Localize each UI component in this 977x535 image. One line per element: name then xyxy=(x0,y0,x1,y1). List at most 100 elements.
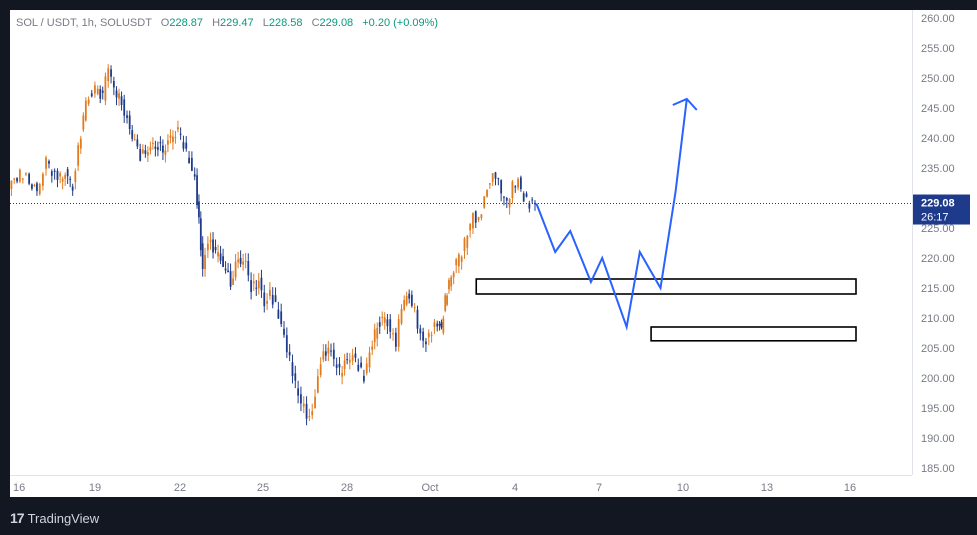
open-label: O xyxy=(160,17,170,29)
candle-body xyxy=(257,280,260,289)
time-tick-label: 19 xyxy=(89,482,101,494)
candle-body xyxy=(514,186,517,188)
candle-body xyxy=(405,296,408,305)
time-axis-labels: 16 19 22 25 28 Oct 4 7 10 13 16 xyxy=(13,482,856,494)
candle-body xyxy=(525,193,528,197)
candle-body xyxy=(483,196,486,208)
candle-body xyxy=(126,115,128,118)
candle-body xyxy=(234,261,237,278)
time-tick-label: 22 xyxy=(174,482,186,494)
candle-body xyxy=(491,173,494,182)
candle-body xyxy=(227,270,229,273)
candle-body xyxy=(250,280,253,292)
time-tick-label: 10 xyxy=(677,482,689,494)
time-axis[interactable]: 16 19 22 25 28 Oct 4 7 10 13 16 xyxy=(10,475,912,498)
candle-body xyxy=(511,181,514,199)
candle-body xyxy=(33,185,36,187)
candle-body xyxy=(204,254,206,270)
candle-body xyxy=(469,224,472,231)
price-tick-label: 205.00 xyxy=(921,343,955,355)
open-value: 228.87 xyxy=(169,17,203,29)
candle-body xyxy=(162,145,164,153)
candle-body xyxy=(300,394,302,404)
candle-body xyxy=(386,319,389,327)
candle-body xyxy=(531,199,534,201)
candle-body xyxy=(179,133,182,135)
candle-body xyxy=(96,88,99,95)
projection-path xyxy=(535,98,688,331)
price-tick-label: 190.00 xyxy=(921,433,955,445)
candle-body xyxy=(277,309,280,319)
axis-corner xyxy=(912,475,977,497)
candle-body xyxy=(13,178,16,180)
candle-body xyxy=(141,149,144,154)
price-tick-label: 245.00 xyxy=(921,103,955,115)
candle-body xyxy=(457,254,460,267)
price-axis[interactable]: 185.00 190.00 195.00 200.00 205.00 210.00 215.… xyxy=(912,10,977,475)
candle-body xyxy=(71,186,74,191)
candle-body xyxy=(53,170,56,172)
candle-body xyxy=(332,349,335,360)
candle-body xyxy=(101,90,104,93)
candle-body xyxy=(199,218,202,251)
candle-body xyxy=(25,173,27,175)
candle-body xyxy=(440,322,443,328)
candle-body xyxy=(322,351,325,360)
candle-body xyxy=(403,300,406,310)
tradingview-logo-icon: 17 xyxy=(10,510,25,526)
candle-body xyxy=(371,346,374,350)
candle-body xyxy=(327,347,330,354)
candle-body xyxy=(430,334,433,336)
candle-body xyxy=(477,217,480,220)
candle-body xyxy=(444,295,447,311)
candle-body xyxy=(69,178,72,180)
countdown-timer: 26:17 xyxy=(921,212,949,224)
candle-body xyxy=(466,235,469,248)
candle-body xyxy=(110,69,112,77)
candle-body xyxy=(247,261,250,276)
candle-body xyxy=(446,295,448,305)
price-axis-labels: 185.00 190.00 195.00 200.00 205.00 210.00 215.… xyxy=(913,13,970,475)
tradingview-branding[interactable]: 17 TradingView xyxy=(10,510,99,526)
candle-body xyxy=(302,403,305,407)
candle-body xyxy=(198,201,200,218)
chart-panel[interactable] xyxy=(10,10,912,475)
time-tick-label: 25 xyxy=(257,482,269,494)
price-tick-label: 235.00 xyxy=(921,163,955,175)
candle-body xyxy=(16,178,18,182)
candle-body xyxy=(87,99,90,104)
candle-body xyxy=(74,171,77,183)
candle-body xyxy=(463,238,466,252)
candle-body xyxy=(133,139,136,141)
candle-body xyxy=(77,145,80,166)
candle-body xyxy=(164,150,167,155)
brand-name: TradingView xyxy=(27,510,100,526)
candle-body xyxy=(343,360,346,369)
candle-body xyxy=(151,142,154,144)
candle-body xyxy=(107,68,110,82)
candle-body xyxy=(354,353,357,358)
candle-body xyxy=(448,279,450,290)
price-tick-label: 225.00 xyxy=(921,223,955,235)
candle-body xyxy=(79,138,82,149)
price-tick-label: 200.00 xyxy=(921,373,955,385)
candle-body xyxy=(319,364,322,375)
time-tick-label: Oct xyxy=(421,482,438,494)
time-tick-label: 16 xyxy=(13,482,25,494)
candle-body xyxy=(115,90,118,98)
candle-body xyxy=(185,142,188,149)
candle-body xyxy=(139,149,142,161)
symbol-name[interactable]: SOL / USDT, 1h, SOLUSDT xyxy=(16,17,152,29)
plot-area[interactable] xyxy=(10,10,912,475)
candle-body xyxy=(190,158,193,171)
candle-body xyxy=(410,294,413,306)
candle-body xyxy=(84,100,87,121)
candle-body xyxy=(64,175,67,179)
candle-body xyxy=(480,214,483,219)
candle-body xyxy=(497,178,500,180)
candle-body xyxy=(244,260,247,262)
candle-body xyxy=(118,93,120,99)
candle-body xyxy=(534,202,536,205)
candle-body xyxy=(346,359,349,361)
change-value: +0.20 (+0.09%) xyxy=(362,17,439,29)
